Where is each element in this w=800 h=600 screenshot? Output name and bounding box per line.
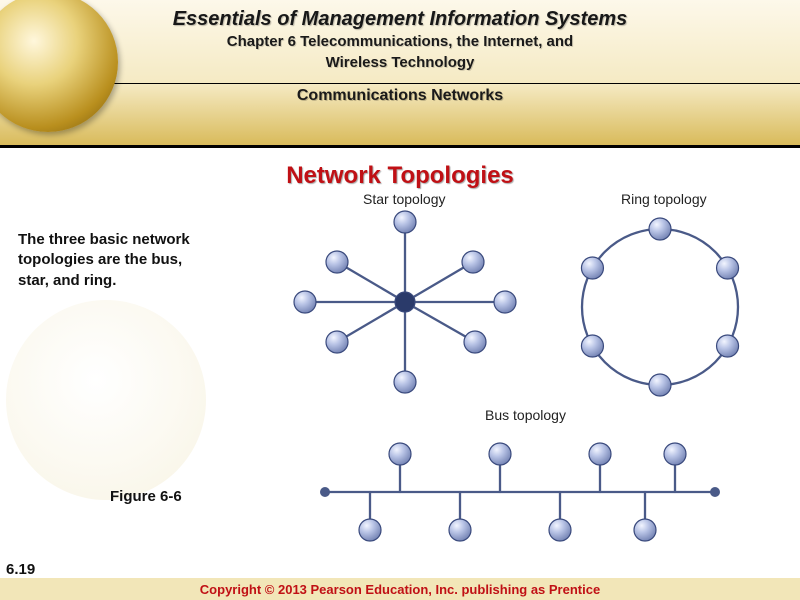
section-title: Communications Networks [0, 87, 800, 105]
globe-graphic [0, 0, 118, 132]
header-text-block: Essentials of Management Information Sys… [0, 0, 800, 106]
chapter-line-1: Chapter 6 Telecommunications, the Intern… [0, 33, 800, 52]
slide-title: Network Topologies [0, 162, 800, 190]
page-number: 6.19 [6, 561, 35, 578]
book-title: Essentials of Management Information Sys… [0, 8, 800, 31]
section-band: Communications Networks [0, 83, 800, 106]
svg-text:Ring topology: Ring topology [621, 192, 707, 207]
slide-description: The three basic network topologies are t… [18, 230, 198, 291]
footer-bar: Copyright © 2013 Pearson Education, Inc.… [0, 578, 800, 600]
chapter-line-2: Wireless Technology [0, 54, 800, 73]
svg-text:Bus topology: Bus topology [485, 407, 566, 423]
network-topology-diagram: Star topology Ring topology Bus topology [245, 192, 790, 562]
figure-label: Figure 6-6 [110, 488, 182, 505]
slide-header: Essentials of Management Information Sys… [0, 0, 800, 148]
svg-text:Star topology: Star topology [363, 192, 446, 207]
copyright-text: Copyright © 2013 Pearson Education, Inc.… [0, 582, 800, 597]
background-globe-watermark [6, 300, 206, 500]
